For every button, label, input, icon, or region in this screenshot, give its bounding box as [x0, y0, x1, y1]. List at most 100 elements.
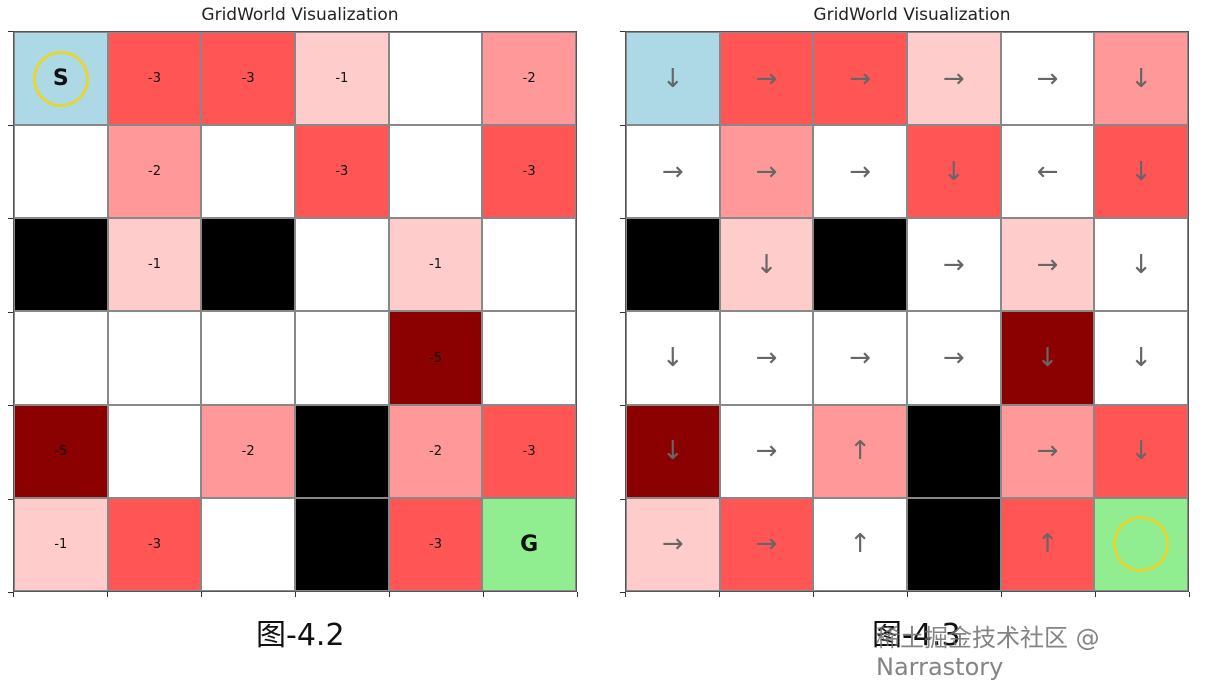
policy-arrow-icon: → [1036, 63, 1059, 94]
grid-cell-3-3 [294, 311, 389, 405]
grid-cell-5-0: → [626, 497, 720, 591]
policy-arrow-icon: → [661, 156, 684, 187]
grid-cell-5-1: → [719, 497, 814, 591]
axis-tick [483, 592, 484, 597]
grid-cell-2-1: -1 [107, 218, 202, 312]
grid-cell-1-0 [14, 125, 108, 219]
grid-cell-1-0: → [626, 125, 720, 219]
reward-label: -3 [522, 443, 536, 459]
policy-arrow-icon: → [755, 529, 778, 560]
axis-tick [907, 592, 908, 597]
reward-label: -3 [148, 536, 161, 552]
axis-tick [625, 592, 626, 597]
policy-arrow-icon: → [1036, 249, 1059, 280]
grid-cell-0-5: -2 [482, 32, 576, 126]
grid-cell-1-2: → [813, 125, 907, 219]
reward-label: -3 [241, 71, 255, 87]
axis-tick [13, 592, 14, 597]
reward-label: -5 [429, 350, 442, 366]
grid-cell-2-4: -1 [388, 218, 483, 312]
chart-title: GridWorld Visualization [201, 5, 399, 25]
grid-cell-0-0: S [14, 32, 108, 126]
grid-cell-0-2: → [813, 32, 907, 126]
axis-tick [8, 124, 13, 126]
reward-label: -2 [148, 164, 161, 180]
reward-label: -3 [429, 536, 442, 552]
axis-tick [620, 124, 625, 126]
grid-cell-1-4 [388, 125, 483, 219]
policy-arrow-icon: → [755, 436, 778, 467]
grid-cell-4-1: → [719, 404, 814, 498]
policy-arrow-icon: ↓ [1130, 156, 1153, 187]
policy-arrow-icon: ↓ [1130, 343, 1153, 374]
grid-cell-1-3: -3 [294, 125, 389, 219]
chart-title: GridWorld Visualization [813, 5, 1011, 25]
grid-cell-0-2: -3 [201, 32, 295, 126]
grid-cell-2-3: → [906, 218, 1001, 312]
policy-arrow-icon: → [849, 63, 872, 94]
grid-cell-3-3: → [906, 311, 1001, 405]
grid-cell-4-5: ↓ [1094, 404, 1188, 498]
reward-label: -1 [54, 536, 68, 552]
policy-arrow-icon: → [849, 343, 872, 374]
grid-cell-1-3: ↓ [906, 125, 1001, 219]
policy-arrow-icon: ↓ [1036, 343, 1059, 374]
policy-arrow-icon: → [1036, 436, 1059, 467]
grid-cell-4-4: -2 [388, 404, 483, 498]
policy-arrow-icon: → [942, 343, 965, 374]
grid-cell-4-1 [107, 404, 202, 498]
axis-tick [1189, 592, 1190, 597]
policy-arrow-icon: → [755, 63, 778, 94]
reward-label: -2 [522, 71, 536, 87]
grid-cell-0-5: ↓ [1094, 32, 1188, 126]
reward-label: -2 [429, 443, 442, 459]
reward-label: -1 [335, 71, 349, 87]
grid-cell-1-1: -2 [107, 125, 202, 219]
policy-arrow-icon: ↓ [755, 249, 778, 280]
grid-cell-1-4: ← [1000, 125, 1095, 219]
policy-arrow-icon: → [755, 156, 778, 187]
grid-cell-3-2: → [813, 311, 907, 405]
axis-tick [389, 592, 390, 597]
axis-tick [620, 311, 625, 313]
grid-cell-2-2 [813, 218, 907, 312]
policy-arrow-icon: ← [1036, 156, 1059, 187]
grid-cell-4-0: ↓ [626, 404, 720, 498]
grid-cell-1-1: → [719, 125, 814, 219]
axis-tick [620, 498, 625, 500]
grid-cell-1-2 [201, 125, 295, 219]
axis-tick [295, 592, 296, 597]
policy-arrow-icon: ↓ [661, 436, 684, 467]
reward-label: -3 [335, 164, 349, 180]
grid-cell-3-4: -5 [388, 311, 483, 405]
gridworld-panel-left: GridWorld Visualization S -3 -3 -1 -2 -2 -3 -3 -… [0, 0, 600, 669]
policy-arrow-icon: → [661, 529, 684, 560]
axis-tick [107, 592, 108, 597]
grid-cell-2-5 [482, 218, 576, 312]
policy-arrow-icon: ↓ [661, 343, 684, 374]
axis-tick [577, 592, 578, 597]
grid-cell-5-3 [906, 497, 1001, 591]
policy-arrow-icon: ↓ [942, 156, 965, 187]
grid-cell-2-4: → [1000, 218, 1095, 312]
grid-cell-2-3 [294, 218, 389, 312]
policy-arrow-icon: ↑ [849, 529, 872, 560]
grid-cell-3-4: ↓ [1000, 311, 1095, 405]
gridworld-reward-grid: S -3 -3 -1 -2 -2 -3 -3 -1 -1 -5 -5 -2 -2 -3 -1 -3 -3 G [13, 31, 577, 592]
reward-label: -2 [241, 443, 255, 459]
gridworld-policy-grid: ↓ → → → → ↓ → → → ↓ ← ↓ ↓ → → ↓ ↓ → → → ↓ ↓ ↓ → ↑ → ↓ → → ↑ ↑ [625, 31, 1189, 592]
grid-cell-5-3 [294, 497, 389, 591]
grid-cell-4-5: -3 [482, 404, 576, 498]
grid-cell-5-2 [201, 497, 295, 591]
grid-cell-3-1 [107, 311, 202, 405]
grid-cell-3-1: → [719, 311, 814, 405]
axis-tick [8, 311, 13, 313]
grid-cell-5-4: -3 [388, 497, 483, 591]
grid-cell-0-1: → [719, 32, 814, 126]
grid-cell-5-2: ↑ [813, 497, 907, 591]
grid-cell-2-2 [201, 218, 295, 312]
axis-tick [620, 405, 625, 406]
axis-tick [201, 592, 202, 597]
reward-label: -5 [54, 443, 68, 459]
grid-cell-0-4: → [1000, 32, 1095, 126]
